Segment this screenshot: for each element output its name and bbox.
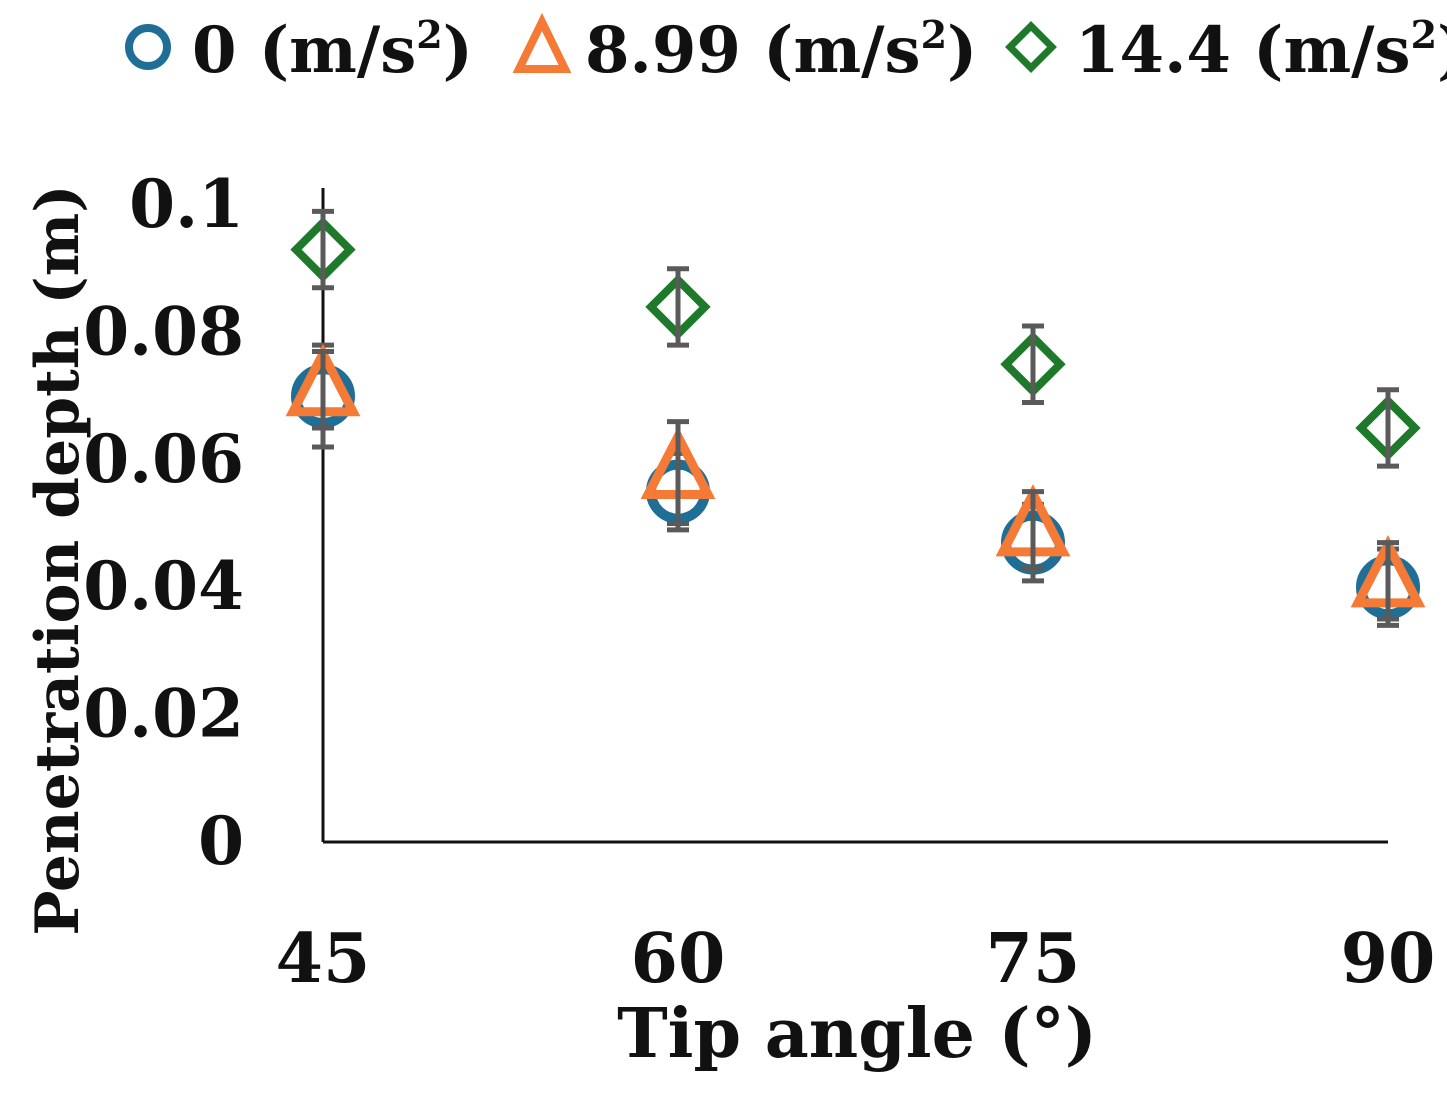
axes [321,188,1388,844]
legend-value: 8.99 [585,13,763,88]
error-bar [312,208,334,291]
x-tick-label: 90 [1341,919,1436,999]
legend-label: 14.4 (m/s2) [1075,12,1447,88]
y-tick-label: 0 [198,802,244,880]
legend-circle-icon [125,24,171,70]
legend-unit-close: ) [443,13,473,88]
legend-item-triangle: 8.99 (m/s2) [512,12,977,88]
error-bar [1377,540,1399,622]
legend-triangle-icon [512,12,572,73]
legend: 0 (m/s2)8.99 (m/s2)14.4 (m/s2) [125,12,1447,88]
legend-unit: (m/s [763,13,920,88]
legend-label: 0 (m/s2) [192,12,473,88]
series-triangle [285,343,1426,622]
error-bar [1022,323,1044,405]
y-tick-label: 0.1 [129,165,244,243]
error-bar [667,266,689,348]
x-axis-ticks: 45 60 75 90 [276,919,1436,999]
y-tick-label: 0.04 [83,547,244,625]
series-diamond [290,208,1421,469]
legend-diamond-icon [1005,21,1057,73]
error-bar [1377,387,1399,469]
series-circle [291,342,1420,628]
legend-unit: (m/s [259,13,416,88]
y-tick-label: 0.08 [83,292,244,370]
plot-area [285,208,1426,628]
error-bar [312,349,334,431]
x-tick-label: 75 [986,919,1081,999]
legend-unit-exponent: 2 [416,12,442,57]
legend-unit-close: ) [1437,13,1447,88]
y-tick-label: 0.02 [83,675,244,753]
y-axis-ticks: 0 0.02 0.04 0.06 0.08 0.1 [83,165,244,880]
legend-item-circle: 0 (m/s2) [125,12,473,88]
legend-value: 0 [192,13,259,88]
y-axis-label: Penetration depth (m) [23,184,93,935]
x-tick-label: 45 [276,919,371,999]
legend-unit-exponent: 2 [1411,12,1437,57]
legend-unit: (m/s [1253,13,1410,88]
x-axis-label: Tip angle (°) [617,994,1097,1074]
y-tick-label: 0.06 [83,420,244,498]
error-bar [1022,489,1044,571]
error-bar [667,419,689,526]
legend-item-diamond: 14.4 (m/s2) [1005,12,1447,88]
legend-unit-exponent: 2 [921,12,947,57]
legend-unit-close: ) [947,13,977,88]
legend-value: 14.4 [1075,13,1253,88]
legend-label: 8.99 (m/s2) [585,12,977,88]
x-tick-label: 60 [631,919,726,999]
